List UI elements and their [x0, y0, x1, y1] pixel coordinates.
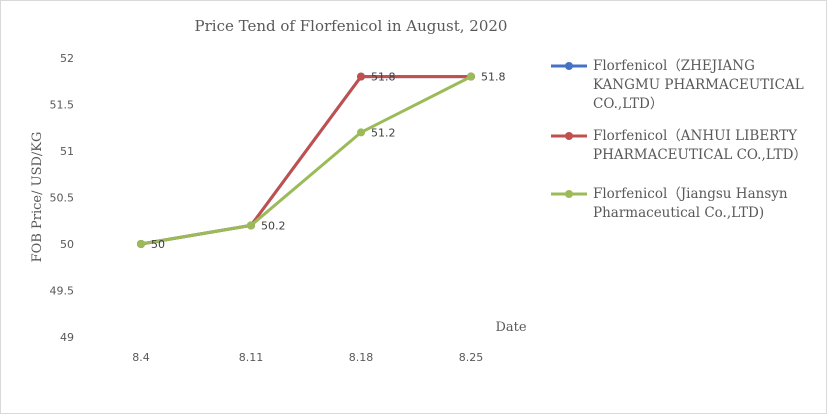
chart-title: Price Tend of Florfenicol in August, 202… [195, 17, 508, 35]
data-point[interactable] [357, 72, 365, 81]
data-label: 51.8 [371, 71, 396, 84]
y-tick-label: 50 [60, 238, 74, 251]
legend-label-anhui: Florfenicol（ANHUI LIBERTY PHARMACEUTICAL… [593, 128, 807, 163]
data-point[interactable] [247, 221, 255, 230]
x-tick-label: 8.25 [459, 351, 484, 364]
x-tick-label: 8.18 [349, 351, 374, 364]
y-tick-label: 51 [60, 145, 74, 158]
legend-item-jiangsu[interactable]: Florfenicol（Jiangsu Hansyn Pharmaceutica… [551, 185, 823, 223]
legend-item-zhejiang[interactable]: Florfenicol（ZHEJIANG KANGMU PHARMACEUTIC… [551, 57, 823, 114]
data-point[interactable] [357, 128, 365, 137]
legend-label-jiangsu: Florfenicol（Jiangsu Hansyn Pharmaceutica… [593, 186, 788, 221]
data-label: 50 [151, 238, 165, 251]
y-axis-label: FOB Price/ USD/KG [30, 132, 45, 263]
x-tick-label: 8.4 [132, 351, 150, 364]
series-line [140, 75, 472, 246]
data-label: 51.2 [371, 126, 396, 139]
x-tick-label: 8.11 [239, 351, 264, 364]
data-point[interactable] [137, 240, 145, 248]
y-tick-label: 49.5 [50, 285, 75, 298]
legend-swatch-jiangsu [551, 190, 587, 198]
legend-label-zhejiang: Florfenicol（ZHEJIANG KANGMU PHARMACEUTIC… [593, 58, 804, 112]
data-label: 50.2 [261, 219, 286, 232]
data-point[interactable] [467, 72, 475, 81]
data-label: 51.8 [481, 71, 506, 84]
x-axis-label: Date [495, 320, 526, 335]
legend-swatch-anhui [551, 132, 587, 140]
series-layer [137, 72, 475, 248]
legend: Florfenicol（ZHEJIANG KANGMU PHARMACEUTIC… [551, 57, 823, 236]
y-tick-label: 52 [60, 52, 74, 65]
series-2 [137, 72, 475, 248]
y-tick-label: 49 [60, 331, 74, 344]
x-axis-ticks: 8.4 8.11 8.18 8.25 [132, 351, 483, 364]
y-tick-label: 51.5 [50, 99, 75, 112]
y-axis-ticks: 49 49.5 50 50.5 51 51.5 52 [50, 52, 75, 344]
legend-item-anhui[interactable]: Florfenicol（ANHUI LIBERTY PHARMACEUTICAL… [551, 127, 823, 165]
legend-swatch-zhejiang [551, 62, 587, 70]
data-labels: 50 50.2 51.8 51.2 51.8 [151, 71, 506, 251]
y-tick-label: 50.5 [50, 192, 75, 205]
